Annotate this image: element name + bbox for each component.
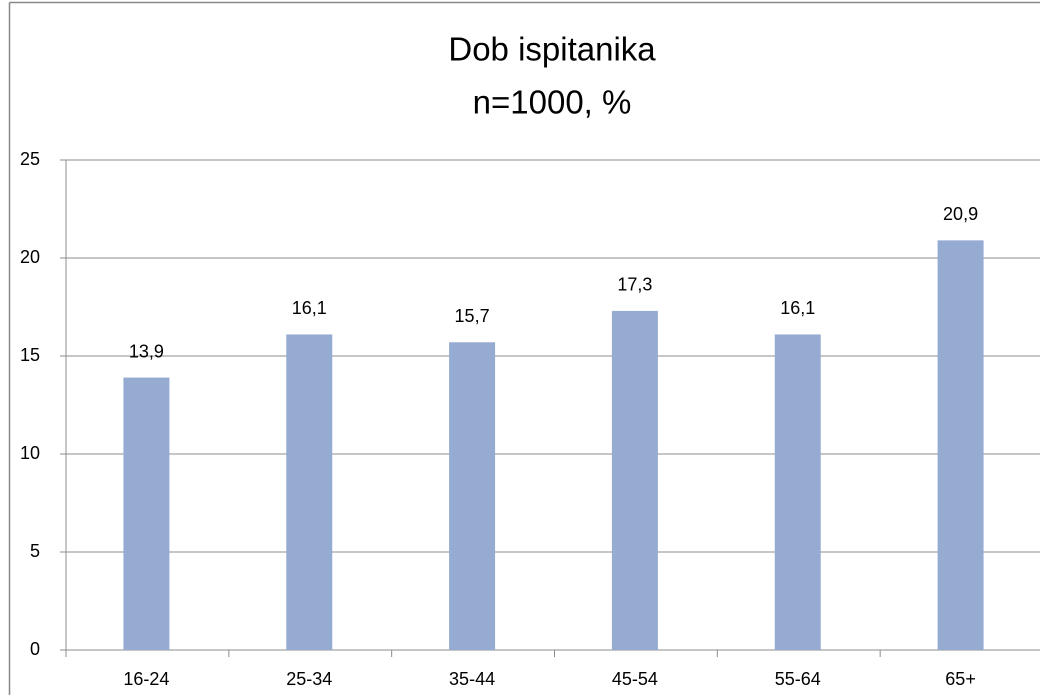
data-label: 17,3 bbox=[617, 275, 652, 295]
x-tick-label: 25-34 bbox=[286, 669, 332, 689]
chart-title: Dob ispitanika bbox=[448, 31, 656, 68]
data-label: 13,9 bbox=[129, 341, 164, 361]
x-tick-label: 35-44 bbox=[449, 669, 495, 689]
data-label: 15,7 bbox=[455, 306, 490, 326]
x-tick-label: 16-24 bbox=[123, 669, 169, 689]
x-tick-label: 65+ bbox=[945, 669, 976, 689]
data-label: 16,1 bbox=[292, 298, 327, 318]
bar bbox=[123, 377, 170, 650]
bar bbox=[449, 342, 496, 650]
y-tick-label: 20 bbox=[20, 247, 40, 267]
bar bbox=[286, 334, 333, 650]
chart-subtitle: n=1000, % bbox=[473, 84, 632, 121]
x-tick-label: 55-64 bbox=[775, 669, 821, 689]
bar bbox=[937, 240, 984, 651]
y-tick-label: 0 bbox=[30, 639, 40, 659]
y-tick-label: 5 bbox=[30, 541, 40, 561]
y-tick-label: 25 bbox=[20, 149, 40, 169]
y-tick-label: 10 bbox=[20, 443, 40, 463]
data-label: 16,1 bbox=[780, 298, 815, 318]
y-tick-label: 15 bbox=[20, 345, 40, 365]
data-label: 20,9 bbox=[943, 204, 978, 224]
x-tick-label: 45-54 bbox=[612, 669, 658, 689]
bar bbox=[774, 334, 821, 650]
bar bbox=[611, 310, 658, 650]
